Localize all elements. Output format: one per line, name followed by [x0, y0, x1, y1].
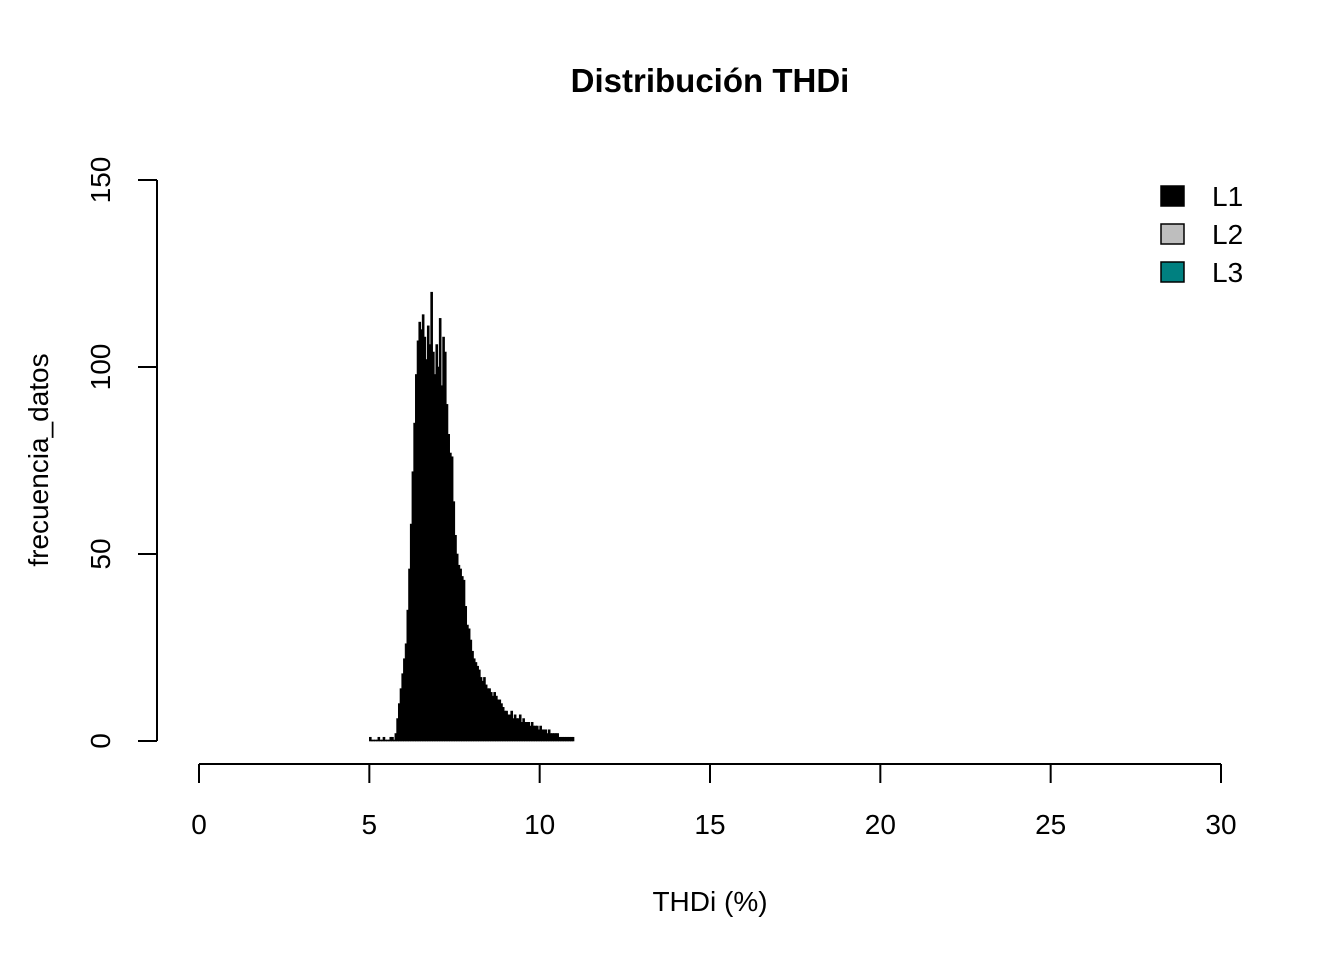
- legend: L1 L2 L3: [1160, 181, 1243, 288]
- legend-label-l1: L1: [1212, 181, 1243, 212]
- x-tick-label: 15: [694, 809, 725, 840]
- histogram-bars: [369, 291, 575, 742]
- y-axis-label: frecuencia_datos: [23, 353, 54, 566]
- legend-swatch-l3: [1160, 261, 1185, 283]
- x-tick-label: 5: [362, 809, 378, 840]
- histogram-bar: [369, 736, 372, 742]
- legend-label-l2: L2: [1212, 219, 1243, 250]
- x-axis-ticks: 0 5 10 15 20 25 30: [191, 764, 1237, 840]
- x-tick-label: 25: [1035, 809, 1066, 840]
- histogram-bar: [382, 736, 386, 742]
- x-tick-label: 30: [1205, 809, 1236, 840]
- legend-swatch-l1: [1160, 185, 1185, 207]
- x-tick-label: 20: [865, 809, 896, 840]
- x-axis-label: THDi (%): [652, 886, 767, 917]
- y-tick-label: 50: [85, 538, 116, 569]
- x-tick-label: 10: [524, 809, 555, 840]
- legend-swatch-l2: [1160, 223, 1185, 245]
- histogram-bar: [391, 736, 394, 742]
- histogram-bar: [377, 736, 381, 742]
- y-tick-label: 100: [85, 344, 116, 391]
- x-tick-label: 0: [191, 809, 207, 840]
- histogram-bar: [571, 736, 575, 742]
- chart-title: Distribución THDi: [571, 62, 850, 99]
- y-tick-label: 0: [85, 733, 116, 749]
- legend-label-l3: L3: [1212, 257, 1243, 288]
- y-tick-label: 150: [85, 157, 116, 204]
- y-axis-ticks: 0 50 100 150: [85, 157, 157, 749]
